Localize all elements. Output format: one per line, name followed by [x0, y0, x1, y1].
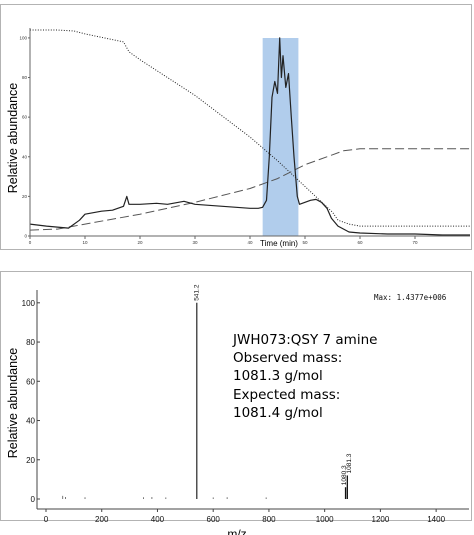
y-tick-label: 0	[31, 495, 36, 504]
x-tick-label: 40	[247, 240, 253, 245]
x-axis-label: Time (min)	[260, 239, 298, 248]
x-tick-label: 1200	[372, 515, 390, 524]
x-tick-label: 200	[95, 515, 109, 524]
y-tick-label: 20	[26, 456, 35, 465]
peak-label: 1081.3	[346, 453, 353, 473]
y-axis-label: Relative abundance	[6, 348, 20, 459]
series-dashed-line	[29, 148, 470, 231]
x-tick-label: 10	[82, 240, 88, 245]
noise-peaks	[62, 495, 267, 499]
x-tick-label: 1400	[427, 515, 445, 524]
x-tick-label: 70	[412, 240, 418, 245]
x-ticks: 0 10 20 30 40 50 60 70	[29, 236, 418, 245]
y-tick-label: 80	[26, 338, 35, 347]
y-ticks: 0 20 40 60 80 100	[19, 35, 30, 239]
y-tick-label: 20	[22, 194, 28, 199]
mass-spectrum-frame	[0, 271, 472, 521]
x-tick-label: 20	[137, 240, 143, 245]
chromatogram-series	[29, 29, 470, 236]
y-axis-label: Relative abundance	[6, 83, 20, 194]
max-intensity-label: Max: 1.4377e+006	[374, 293, 447, 302]
y-tick-label: 60	[22, 115, 28, 120]
y-tick-label: 0	[24, 234, 27, 239]
annotation-line: Observed mass:	[233, 350, 343, 367]
x-tick-label: 60	[357, 240, 363, 245]
annotation-line: 1081.4 g/mol	[233, 404, 323, 421]
y-tick-label: 40	[22, 154, 28, 159]
x-axis-label: m/z	[227, 527, 246, 535]
peak-label: 1080.3	[341, 465, 348, 485]
annotation-line: Expected mass:	[233, 386, 341, 403]
y-tick-label: 60	[26, 377, 35, 386]
compound-annotation: JWH073:QSY 7 amine Observed mass: 1081.3…	[233, 331, 403, 422]
annotation-line: 1081.3 g/mol	[233, 368, 323, 385]
x-tick-label: 0	[29, 240, 32, 245]
series-solid-line	[29, 37, 470, 236]
x-ticks: 0 200 400 600 800 1000 1200 1400	[44, 509, 446, 524]
x-tick-label: 30	[192, 240, 198, 245]
x-tick-label: 400	[151, 515, 165, 524]
series-dotted-line	[30, 29, 470, 227]
x-tick-label: 600	[207, 515, 221, 524]
x-tick-label: 800	[262, 515, 276, 524]
y-tick-label: 100	[19, 35, 27, 40]
chromatogram-panel: 0 10 20 30 40 50 60 70 0 20 40 60 80 100 Relative ab…	[0, 4, 472, 250]
y-tick-label: 100	[22, 299, 36, 308]
x-tick-label: 1000	[316, 515, 334, 524]
y-ticks: 0 20 40 60 80 100	[22, 299, 40, 504]
x-tick-label: 50	[302, 240, 308, 245]
y-tick-label: 40	[26, 417, 35, 426]
mass-spectrum-panel: 0 200 400 600 800 1000 1200 1400 0 20 40 60 80 100 5…	[0, 271, 472, 535]
y-tick-label: 80	[22, 75, 28, 80]
peak-label: 541.2	[194, 284, 201, 301]
annotation-line: JWH073:QSY 7 amine	[233, 332, 378, 348]
x-tick-label: 0	[44, 515, 49, 524]
